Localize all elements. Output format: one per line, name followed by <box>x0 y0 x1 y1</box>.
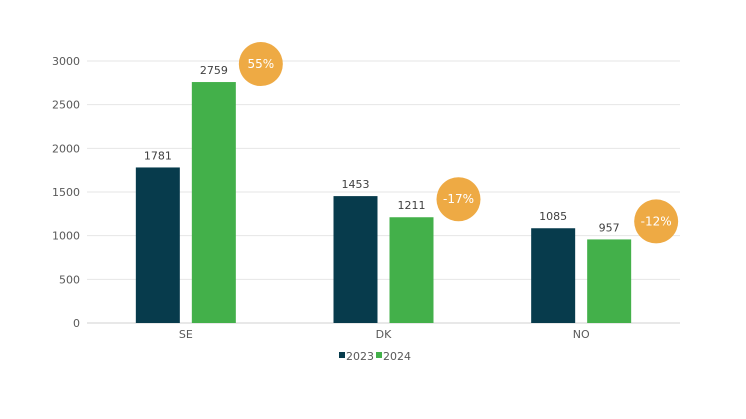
x-tick-label: DK <box>376 328 392 341</box>
legend-swatch-2024 <box>376 352 382 358</box>
bar-2024-SE <box>191 82 236 323</box>
legend: 2023 2024 <box>339 350 411 363</box>
y-tick-label: 0 <box>73 317 80 330</box>
change-badge <box>436 177 481 222</box>
x-axis: SE DK NO <box>179 328 590 341</box>
bar-2024-DK <box>389 217 434 323</box>
bar-2023-NO <box>531 228 576 323</box>
legend-swatch-2023 <box>339 352 345 358</box>
y-tick-label: 500 <box>59 273 80 286</box>
y-tick-label: 2500 <box>52 99 80 112</box>
legend-label: 2024 <box>383 350 411 363</box>
change-badge-label: -17% <box>443 192 474 206</box>
y-tick-label: 1500 <box>52 186 80 199</box>
bar-2023-SE <box>135 167 180 323</box>
bars: 1781 2759 1453 1211 1085 957 <box>135 64 632 323</box>
change-badge <box>238 42 283 87</box>
change-badge-label: -12% <box>641 214 672 228</box>
data-label: 957 <box>599 221 620 234</box>
change-badge <box>634 199 679 244</box>
y-tick-label: 1000 <box>52 230 80 243</box>
y-tick-label: 2000 <box>52 142 80 155</box>
data-label: 1453 <box>342 178 370 191</box>
x-tick-label: NO <box>573 328 590 341</box>
data-label: 1781 <box>144 149 172 162</box>
legend-label: 2023 <box>346 350 374 363</box>
data-label: 1211 <box>398 199 426 212</box>
change-badges: 55% -17% -12% <box>238 42 679 244</box>
data-label: 2759 <box>200 64 228 77</box>
change-badge-label: 55% <box>247 57 274 71</box>
gridlines <box>87 60 680 324</box>
bar-2023-DK <box>333 196 378 323</box>
y-tick-label: 3000 <box>52 55 80 68</box>
data-label: 1085 <box>539 210 567 223</box>
x-tick-label: SE <box>179 328 193 341</box>
bar-2024-NO <box>587 239 632 323</box>
y-axis: 0 500 1000 1500 2000 2500 3000 <box>52 55 80 330</box>
